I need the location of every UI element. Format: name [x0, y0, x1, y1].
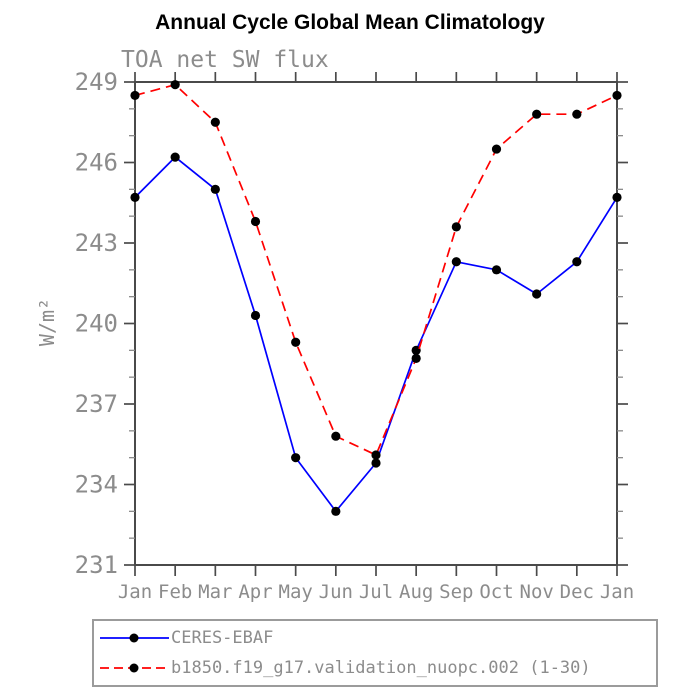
legend-line-sample-solid	[100, 633, 169, 643]
y-axis: 231 234 237 240 243 246 249	[75, 68, 628, 579]
x-tick-label: Aug	[399, 581, 433, 603]
legend-item-b1850: b1850.f19_g17.validation_nuopc.002 (1-30…	[99, 655, 656, 682]
legend-item-ceres-ebaf: CERES-EBAF	[99, 625, 656, 652]
chart-title: Annual Cycle Global Mean Climatology	[155, 11, 545, 34]
data-point	[291, 337, 301, 347]
data-point	[612, 192, 622, 202]
data-point	[371, 458, 381, 468]
x-tick-label: Jan	[600, 581, 634, 603]
data-point	[411, 345, 421, 355]
data-point	[210, 184, 220, 194]
x-tick-label: Jul	[359, 581, 393, 603]
data-point	[130, 192, 140, 202]
y-tick-label: 249	[75, 68, 118, 96]
data-point	[291, 453, 301, 463]
series-line	[134, 83, 618, 456]
data-point	[411, 353, 421, 363]
data-point	[451, 257, 461, 267]
legend-label: CERES-EBAF	[171, 627, 274, 648]
x-axis: Jan Feb Mar Apr May Jun Jul Aug Sep Oct Nov Dec Jan	[118, 72, 634, 603]
legend-line-sample-dashed	[100, 663, 169, 673]
y-tick-label: 237	[75, 390, 118, 418]
x-tick-label: Nov	[520, 581, 554, 603]
series-b1850	[130, 80, 622, 460]
y-tick-label: 240	[75, 310, 118, 338]
y-tick-label: 231	[75, 551, 118, 579]
data-point	[130, 90, 140, 101]
data-point	[612, 90, 622, 101]
data-point	[572, 257, 582, 267]
data-point	[532, 289, 542, 299]
legend-box: CERES-EBAF b1850.f19_g17.validation_nuop…	[92, 619, 658, 687]
data-point	[371, 450, 381, 460]
chart-subtitle: TOA net SW flux	[121, 47, 329, 73]
x-tick-label: Jun	[319, 581, 353, 603]
data-point	[491, 265, 502, 275]
x-tick-label: May	[279, 581, 313, 603]
x-tick-label: Apr	[238, 581, 272, 603]
data-point	[491, 144, 502, 154]
data-point	[451, 222, 461, 232]
y-tick-label: 246	[75, 149, 118, 177]
data-point	[170, 80, 180, 90]
data-point	[210, 117, 220, 127]
x-tick-label: Sep	[439, 581, 473, 603]
data-point	[572, 109, 582, 119]
x-tick-label: Dec	[560, 581, 594, 603]
x-tick-label: Feb	[158, 581, 192, 603]
y-tick-label: 243	[75, 229, 118, 257]
legend-label: b1850.f19_g17.validation_nuopc.002 (1-30…	[171, 657, 591, 678]
data-point	[250, 216, 261, 227]
data-point	[331, 506, 341, 516]
series-ceres-ebaf	[130, 152, 622, 516]
x-tick-label: Mar	[198, 581, 232, 603]
y-tick-label: 234	[75, 471, 118, 499]
data-point	[532, 109, 542, 119]
data-point	[331, 431, 341, 441]
data-point	[170, 152, 180, 162]
data-point	[250, 310, 261, 321]
axis-frame	[134, 81, 618, 566]
x-tick-label: Oct	[479, 581, 513, 603]
x-tick-label: Jan	[118, 581, 152, 603]
